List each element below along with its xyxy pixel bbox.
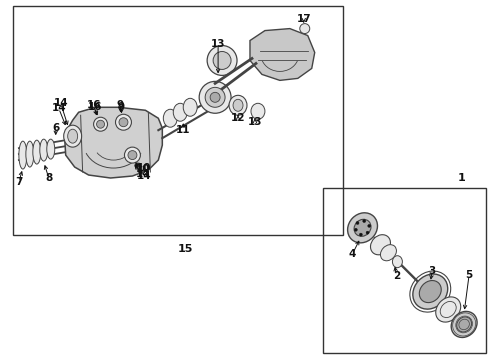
Ellipse shape [128,150,137,159]
Text: 9: 9 [117,100,124,110]
Ellipse shape [199,81,231,113]
Text: 12: 12 [231,113,245,123]
Ellipse shape [97,120,104,128]
Ellipse shape [392,256,402,268]
Ellipse shape [64,125,82,147]
Ellipse shape [366,231,369,234]
Ellipse shape [19,141,27,169]
Polygon shape [250,28,315,80]
Ellipse shape [124,147,141,163]
Ellipse shape [207,45,237,75]
Ellipse shape [419,280,441,303]
Ellipse shape [368,224,371,228]
Ellipse shape [119,118,128,127]
Ellipse shape [116,114,131,130]
Ellipse shape [26,141,34,167]
Ellipse shape [210,92,220,102]
Ellipse shape [173,103,187,121]
Ellipse shape [457,317,471,332]
Text: 14: 14 [137,171,152,181]
Ellipse shape [347,213,377,243]
Ellipse shape [205,87,225,107]
Polygon shape [65,107,162,178]
Text: 15: 15 [177,244,193,254]
Ellipse shape [233,99,243,111]
Ellipse shape [356,221,359,225]
Ellipse shape [213,51,231,69]
Ellipse shape [413,274,448,309]
Ellipse shape [229,95,247,115]
Text: 9: 9 [118,102,125,112]
Text: 10: 10 [137,163,151,173]
Text: 13: 13 [211,39,225,49]
Ellipse shape [354,228,357,231]
Ellipse shape [363,220,366,222]
Ellipse shape [300,24,310,33]
Ellipse shape [359,233,363,236]
Bar [13,6,343,235]
Text: 14: 14 [136,169,151,179]
Text: 6: 6 [52,123,59,133]
Ellipse shape [47,139,55,159]
Text: 13: 13 [248,117,262,127]
Ellipse shape [380,245,396,261]
Bar [323,188,486,353]
Ellipse shape [354,219,371,236]
Text: 16: 16 [86,100,101,110]
Ellipse shape [33,140,41,164]
Text: 16: 16 [87,102,102,112]
Text: 8: 8 [45,173,52,183]
Text: 1: 1 [457,173,465,183]
Text: 17: 17 [296,14,311,24]
Ellipse shape [370,235,391,255]
Text: 14: 14 [51,103,66,113]
Ellipse shape [183,98,197,116]
Text: 10: 10 [136,164,150,174]
Ellipse shape [94,117,107,131]
Text: 5: 5 [466,270,473,280]
Ellipse shape [440,301,456,318]
Ellipse shape [251,103,265,119]
Ellipse shape [436,297,461,322]
Text: 7: 7 [15,177,23,187]
Text: 4: 4 [349,249,356,259]
Text: 3: 3 [429,266,436,276]
Text: 14: 14 [53,98,68,108]
Ellipse shape [40,139,48,161]
Text: 11: 11 [176,125,191,135]
Ellipse shape [68,129,77,143]
Ellipse shape [163,109,177,127]
Ellipse shape [451,311,477,337]
Text: 2: 2 [393,271,400,281]
